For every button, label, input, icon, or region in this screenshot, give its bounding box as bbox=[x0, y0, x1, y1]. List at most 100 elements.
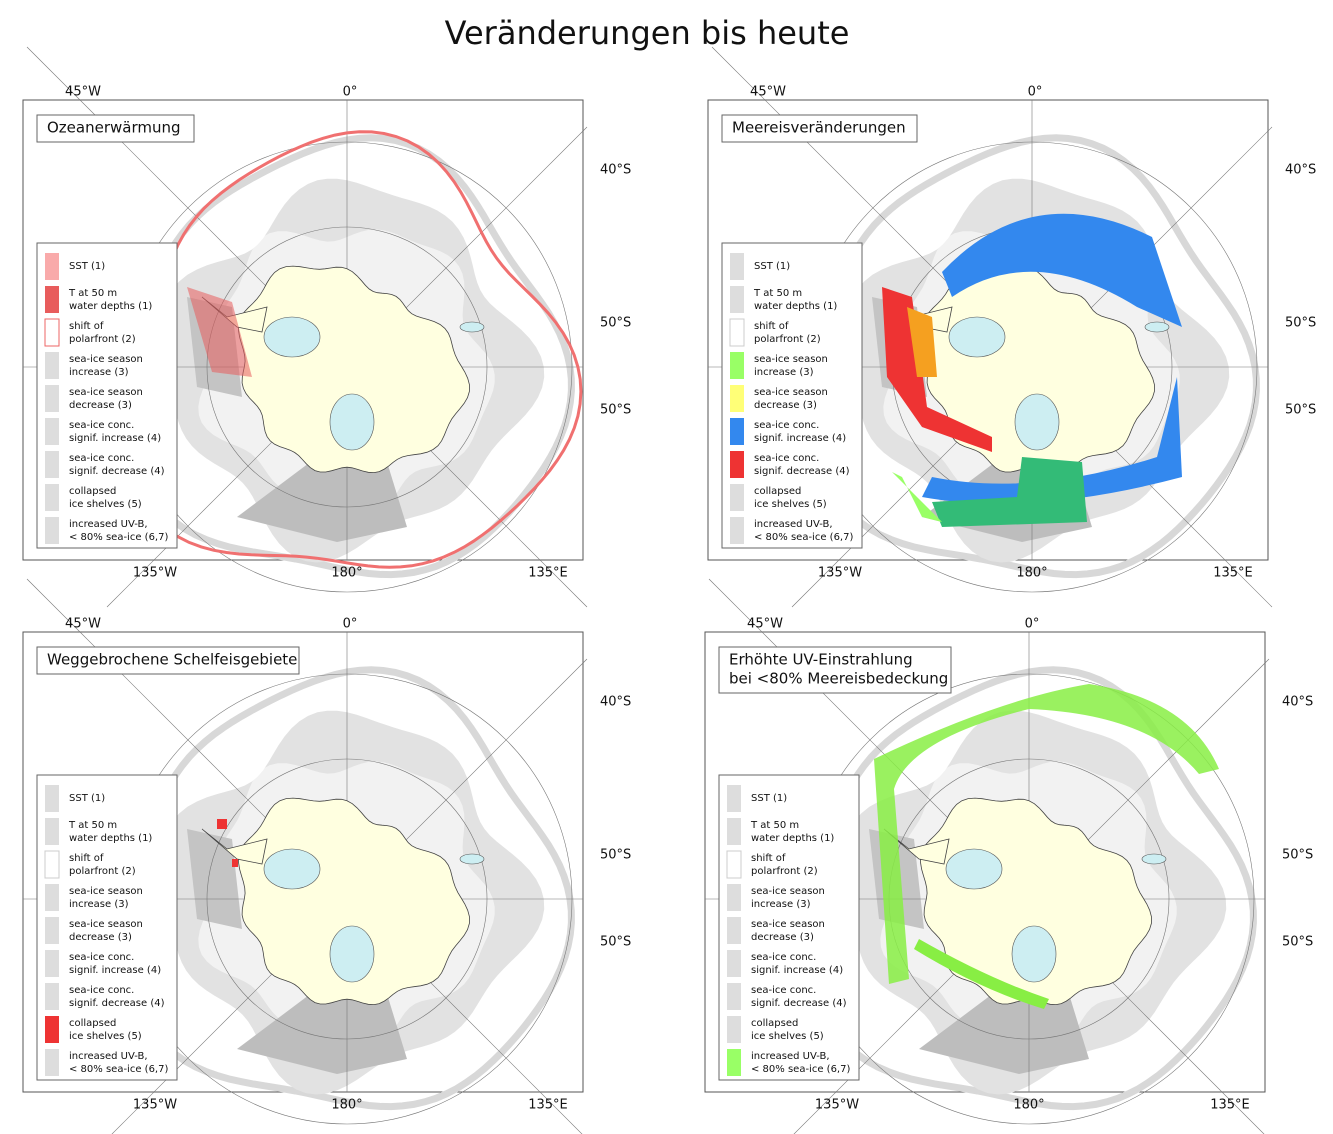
lon-label: 135°W bbox=[133, 1098, 177, 1113]
legend-label: water depths (1) bbox=[751, 833, 834, 844]
legend-swatch bbox=[727, 785, 741, 812]
legend-label: signif. increase (4) bbox=[69, 965, 161, 976]
legend-label: sea-ice conc. bbox=[69, 420, 134, 431]
legend-label: ice shelves (5) bbox=[751, 1031, 824, 1042]
legend-label: T at 50 m bbox=[753, 288, 802, 299]
panel-title-box bbox=[36, 114, 195, 143]
legend-label: SST (1) bbox=[69, 793, 105, 804]
lat-label: 50°S bbox=[600, 848, 631, 863]
lon-label: 135°E bbox=[1213, 566, 1253, 581]
panel-title: Erhöhte UV-Einstrahlung bbox=[729, 651, 913, 669]
panel-title-box bbox=[718, 646, 952, 694]
legend-label: signif. decrease (4) bbox=[751, 998, 847, 1009]
lat-label: 40°S bbox=[600, 695, 631, 710]
legend-label: sea-ice conc. bbox=[751, 985, 816, 996]
ice-shelf bbox=[945, 848, 1003, 890]
legend-swatch bbox=[727, 917, 741, 944]
legend-label: polarfront (2) bbox=[69, 866, 136, 877]
legend-label: sea-ice season bbox=[69, 387, 143, 398]
lon-label: 0° bbox=[343, 85, 358, 100]
legend-label: decrease (3) bbox=[69, 400, 132, 411]
legend-swatch bbox=[45, 884, 59, 911]
legend-label: T at 50 m bbox=[68, 820, 117, 831]
legend-label: ice shelves (5) bbox=[69, 1031, 142, 1042]
legend-swatch bbox=[45, 818, 59, 845]
lat-label: 40°S bbox=[1282, 695, 1313, 710]
lon-label: 0° bbox=[1025, 617, 1040, 632]
legend-swatch bbox=[45, 517, 59, 544]
lat-label: 40°S bbox=[600, 163, 631, 178]
legend-label: SST (1) bbox=[69, 261, 105, 272]
ice-shelf bbox=[263, 316, 321, 358]
legend-label: increased UV-B, bbox=[754, 519, 833, 530]
legend-label: polarfront (2) bbox=[69, 334, 136, 345]
legend-swatch bbox=[45, 451, 59, 478]
panel-title: Weggebrochene Schelfeisgebiete bbox=[47, 651, 297, 669]
legend-label: shift of bbox=[754, 321, 789, 332]
ice-shelf bbox=[329, 925, 375, 983]
legend-swatch bbox=[44, 318, 60, 347]
legend-swatch bbox=[730, 253, 744, 280]
legend-label: increased UV-B, bbox=[69, 519, 148, 530]
legend-label: collapsed bbox=[69, 1018, 116, 1029]
legend-label: decrease (3) bbox=[754, 400, 817, 411]
panel-title: Ozeanerwärmung bbox=[47, 119, 181, 137]
legend-swatch bbox=[727, 983, 741, 1010]
legend-label: ice shelves (5) bbox=[69, 499, 142, 510]
lon-label: 45°W bbox=[750, 85, 786, 100]
lon-label: 135°W bbox=[815, 1098, 859, 1113]
legend-label: signif. increase (4) bbox=[751, 965, 843, 976]
legend-label: signif. increase (4) bbox=[754, 433, 846, 444]
legend-swatch bbox=[730, 517, 744, 544]
ice-green bbox=[932, 457, 1087, 527]
ice-shelf bbox=[1014, 393, 1060, 451]
legend-swatch bbox=[726, 850, 742, 879]
legend-label: increase (3) bbox=[751, 899, 811, 910]
ice-shelf bbox=[948, 316, 1006, 358]
legend-swatch bbox=[730, 352, 744, 379]
map-panel: Meereisveränderungen SST (1) T at 50 m wate… bbox=[707, 46, 1316, 608]
legend-box bbox=[718, 774, 860, 1081]
legend-label: water depths (1) bbox=[69, 301, 152, 312]
ice-shelf bbox=[329, 393, 375, 451]
legend-label: shift of bbox=[69, 853, 104, 864]
legend-label: ice shelves (5) bbox=[754, 499, 827, 510]
ice-shelf bbox=[459, 321, 485, 333]
legend-label: T at 50 m bbox=[68, 288, 117, 299]
legend-label: < 80% sea-ice (6,7) bbox=[754, 532, 853, 543]
panel-title-box bbox=[721, 114, 918, 143]
legend-label: increased UV-B, bbox=[751, 1051, 830, 1062]
legend-label: collapsed bbox=[751, 1018, 798, 1029]
lat-label: 50°S bbox=[1282, 935, 1313, 950]
legend-label: decrease (3) bbox=[69, 932, 132, 943]
legend-label: water depths (1) bbox=[754, 301, 837, 312]
dark-region bbox=[919, 989, 1089, 1074]
legend-swatch bbox=[45, 352, 59, 379]
dark-region bbox=[237, 989, 407, 1074]
collapsed-shelf bbox=[232, 859, 238, 867]
uvb-area bbox=[914, 939, 1049, 1009]
lat-label: 50°S bbox=[1285, 403, 1316, 418]
ice-shelf bbox=[1141, 853, 1167, 865]
ice-season-decrease bbox=[907, 307, 937, 377]
legend-label: sea-ice season bbox=[751, 886, 825, 897]
lon-label: 135°E bbox=[528, 566, 568, 581]
legend-label: increased UV-B, bbox=[69, 1051, 148, 1062]
lon-label: 180° bbox=[331, 1098, 362, 1113]
legend-label: sea-ice season bbox=[69, 886, 143, 897]
main-title: Veränderungen bis heute bbox=[445, 14, 850, 52]
legend-swatch bbox=[730, 418, 744, 445]
lat-label: 50°S bbox=[600, 935, 631, 950]
lat-label: 40°S bbox=[1285, 163, 1316, 178]
legend-label: signif. decrease (4) bbox=[69, 998, 165, 1009]
legend-swatch bbox=[45, 484, 59, 511]
legend-swatch bbox=[45, 1016, 59, 1043]
legend-swatch bbox=[45, 253, 59, 280]
lat-label: 50°S bbox=[600, 316, 631, 331]
legend-swatch bbox=[45, 1049, 59, 1076]
legend-label: SST (1) bbox=[751, 793, 787, 804]
legend-label: polarfront (2) bbox=[754, 334, 821, 345]
legend-swatch bbox=[45, 785, 59, 812]
legend-label: increase (3) bbox=[69, 367, 129, 378]
